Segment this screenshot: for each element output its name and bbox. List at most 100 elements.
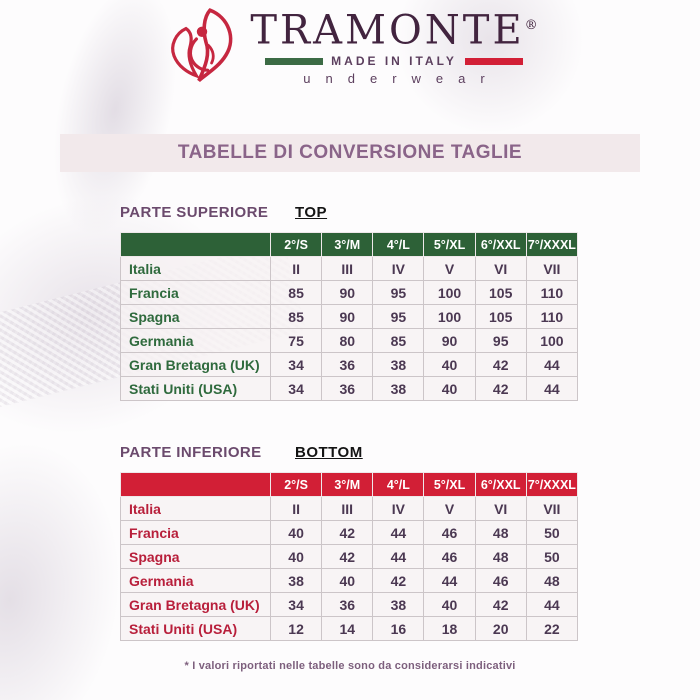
table-row: Italia II III IV V VI VII [120, 256, 579, 281]
brand-wordmark: TRAMONTE® [250, 4, 537, 52]
size-value-cell: 16 [372, 616, 425, 641]
size-value-cell: 38 [372, 376, 425, 401]
size-value-cell: 42 [474, 592, 527, 617]
size-value-cell: VII [525, 256, 579, 281]
size-value-cell: 105 [474, 280, 527, 305]
table-row: Francia 85 90 95 100 105 110 [120, 280, 579, 305]
size-value-cell: 95 [372, 280, 425, 305]
size-value-cell: 36 [321, 352, 374, 377]
size-value-cell: VII [525, 496, 579, 521]
size-value-cell: 44 [525, 352, 579, 377]
size-value-cell: 44 [525, 376, 579, 401]
size-value-cell: 85 [269, 304, 323, 329]
size-value-cell: VI [474, 496, 527, 521]
italy-flag-red-bar [464, 57, 523, 65]
size-value-cell: 40 [423, 352, 476, 377]
size-value-cell: IV [372, 496, 425, 521]
table-row: Gran Bretagna (UK) 34 36 38 40 42 44 [120, 592, 579, 617]
size-value-cell: 75 [269, 328, 323, 353]
corner-cell [120, 232, 271, 257]
table-row: Gran Bretagna (UK) 34 36 38 40 42 44 [120, 352, 579, 377]
size-value-cell: 50 [525, 520, 579, 545]
size-value-cell: 105 [474, 304, 527, 329]
size-value-cell: 14 [321, 616, 374, 641]
size-value-cell: 46 [474, 568, 527, 593]
size-value-cell: 38 [269, 568, 323, 593]
size-column-header: 3°/M [321, 472, 374, 497]
table-row: Stati Uniti (USA) 34 36 38 40 42 44 [120, 376, 579, 401]
country-label: Germania [120, 328, 271, 353]
size-table-top: 2°/S 3°/M 4°/L 5°/XL 6°/XXL 7°/XXXL Italia II II… [120, 232, 579, 401]
size-value-cell: 95 [474, 328, 527, 353]
size-value-cell: 50 [525, 544, 579, 569]
country-label: Gran Bretagna (UK) [120, 352, 271, 377]
size-value-cell: 42 [372, 568, 425, 593]
table-row: Germania 38 40 42 44 46 48 [120, 568, 579, 593]
size-value-cell: 12 [269, 616, 323, 641]
country-label: Francia [120, 280, 271, 305]
size-value-cell: 85 [269, 280, 323, 305]
size-value-cell: 46 [423, 520, 476, 545]
size-value-cell: 38 [372, 352, 425, 377]
size-value-cell: 40 [269, 544, 323, 569]
size-column-header: 5°/XL [423, 472, 476, 497]
size-value-cell: II [269, 496, 323, 521]
size-value-cell: 36 [321, 592, 374, 617]
size-column-header: 3°/M [321, 232, 374, 257]
size-value-cell: II [269, 256, 323, 281]
size-column-header: 2°/S [269, 232, 323, 257]
size-column-header: 5°/XL [423, 232, 476, 257]
section-heading: PARTE INFERIORE BOTTOM [120, 444, 580, 466]
country-label: Spagna [120, 544, 271, 569]
size-value-cell: IV [372, 256, 425, 281]
brand-emblem-icon [171, 8, 233, 82]
size-value-cell: 95 [372, 304, 425, 329]
size-value-cell: 20 [474, 616, 527, 641]
size-value-cell: III [321, 496, 374, 521]
corner-cell [120, 472, 271, 497]
size-value-cell: 36 [321, 376, 374, 401]
size-value-cell: VI [474, 256, 527, 281]
size-value-cell: 90 [321, 304, 374, 329]
size-value-cell: 48 [525, 568, 579, 593]
table-row: Stati Uniti (USA) 12 14 16 18 20 22 [120, 616, 579, 641]
footnote: * I valori riportati nelle tabelle sono … [184, 660, 516, 672]
size-column-header: 2°/S [269, 472, 323, 497]
section-top-sizes: PARTE SUPERIORE TOP 2°/S 3°/M 4°/L 5°/XL 6°/… [120, 204, 580, 401]
size-value-cell: 38 [372, 592, 425, 617]
country-label: Gran Bretagna (UK) [120, 592, 271, 617]
table-row: Italia II III IV V VI VII [120, 496, 579, 521]
country-label: Germania [120, 568, 271, 593]
country-label: Spagna [120, 304, 271, 329]
size-value-cell: 22 [525, 616, 579, 641]
size-value-cell: 34 [269, 352, 323, 377]
size-value-cell: 42 [321, 520, 374, 545]
section-label-italian: PARTE INFERIORE [120, 444, 262, 461]
size-value-cell: 90 [423, 328, 476, 353]
size-value-cell: 110 [525, 304, 579, 329]
size-value-cell: 44 [372, 544, 425, 569]
size-value-cell: 42 [474, 352, 527, 377]
size-column-header: 7°/XXXL [525, 472, 579, 497]
size-value-cell: 42 [474, 376, 527, 401]
size-value-cell: 100 [525, 328, 579, 353]
size-column-header: 6°/XXL [474, 472, 527, 497]
size-value-cell: 18 [423, 616, 476, 641]
size-column-header: 6°/XXL [474, 232, 527, 257]
country-label: Italia [120, 496, 271, 521]
size-value-cell: 100 [423, 280, 476, 305]
country-label: Italia [120, 256, 271, 281]
size-value-cell: 80 [321, 328, 374, 353]
size-value-cell: 44 [525, 592, 579, 617]
size-value-cell: 90 [321, 280, 374, 305]
brand-name: TRAMONTE [250, 7, 525, 54]
section-bottom-sizes: PARTE INFERIORE BOTTOM 2°/S 3°/M 4°/L 5°/XL… [120, 444, 580, 641]
size-value-cell: 48 [474, 544, 527, 569]
size-value-cell: V [423, 256, 476, 281]
made-in-italy-row: MADE IN ITALY [265, 54, 523, 68]
brand-logo: TRAMONTE® MADE IN ITALY underwear [0, 4, 700, 90]
italy-flag-green-bar [265, 57, 324, 65]
table-row: Francia 40 42 44 46 48 50 [120, 520, 579, 545]
size-value-cell: 34 [269, 376, 323, 401]
